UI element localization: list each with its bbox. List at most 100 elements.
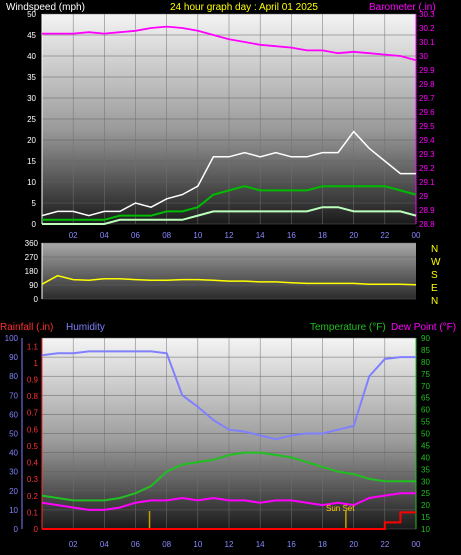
barometer-tick-label: 29.1 bbox=[419, 178, 435, 187]
temperature-panel-marks bbox=[41, 350, 416, 530]
rainfall-tick-label: 0.2 bbox=[27, 492, 39, 501]
wind-x-tick-label: 12 bbox=[225, 231, 234, 240]
barometer-tick-label: 29.9 bbox=[419, 66, 435, 75]
barometer-tick-label: 29 bbox=[419, 192, 428, 201]
humidity-axis-label: Humidity bbox=[66, 322, 105, 333]
rainfall-tick-label: 1 bbox=[34, 359, 39, 368]
barometer-axis-label: Barometer (.in) bbox=[369, 2, 436, 13]
wind-tick-label: 20 bbox=[27, 136, 36, 145]
humidity-tick-label: 50 bbox=[9, 430, 18, 439]
direction-tick-label: 270 bbox=[25, 253, 39, 262]
barometer-tick-label: 29.2 bbox=[419, 164, 435, 173]
axis-ticks: 0510152025303540455028.828.92929.129.229… bbox=[5, 10, 441, 549]
humidity-series bbox=[41, 350, 416, 441]
wind-tick-label: 10 bbox=[27, 178, 36, 187]
wind-tick-label: 5 bbox=[32, 199, 37, 208]
temperature-x-tick-label: 06 bbox=[131, 540, 140, 549]
compass-label: S bbox=[431, 270, 438, 281]
wind-tick-label: 40 bbox=[27, 52, 36, 61]
temperature-x-tick-label: 04 bbox=[100, 540, 109, 549]
barometer-tick-label: 29.3 bbox=[419, 150, 435, 159]
barometer-tick-label: 30.2 bbox=[419, 24, 435, 33]
temperature-tick-label: 15 bbox=[421, 513, 430, 522]
wind-x-tick-label: 14 bbox=[256, 231, 265, 240]
temperature-x-tick-label: 10 bbox=[193, 540, 202, 549]
humidity-tick-label: 10 bbox=[9, 506, 18, 515]
direction-tick-label: 0 bbox=[34, 295, 39, 304]
barometer-tick-label: 30.3 bbox=[419, 10, 435, 19]
wind-x-tick-label: 16 bbox=[287, 231, 296, 240]
wind-direction-series bbox=[41, 274, 417, 286]
wind-x-tick-label: 18 bbox=[318, 231, 327, 240]
rainfall-tick-label: 0.5 bbox=[27, 442, 39, 451]
barometer-series bbox=[42, 25, 417, 62]
humidity-tick-label: 0 bbox=[14, 525, 19, 534]
chart-title: 24 hour graph day : April 01 2025 bbox=[170, 2, 318, 13]
wind-panel-marks bbox=[41, 25, 417, 225]
wind-tick-label: 15 bbox=[27, 157, 36, 166]
wind-low-series bbox=[42, 206, 417, 225]
barometer-tick-label: 29.8 bbox=[419, 80, 435, 89]
temperature-tick-label: 50 bbox=[421, 430, 430, 439]
rainfall-tick-label: 0 bbox=[34, 525, 39, 534]
compass-label: E bbox=[431, 283, 438, 294]
wind-panel-grid bbox=[41, 13, 417, 225]
temperature-tick-label: 65 bbox=[421, 394, 430, 403]
wind-x-tick-label: 08 bbox=[162, 231, 171, 240]
direction-tick-label: 90 bbox=[29, 281, 38, 290]
temperature-x-tick-label: 14 bbox=[256, 540, 265, 549]
wind-x-tick-label: 06 bbox=[131, 231, 140, 240]
wind-x-tick-label: 20 bbox=[349, 231, 358, 240]
temperature-tick-label: 40 bbox=[421, 453, 430, 462]
humidity-tick-label: 100 bbox=[5, 334, 19, 343]
dewpoint-axis-label: Dew Point (°F) bbox=[391, 322, 456, 333]
temperature-x-tick-label: 12 bbox=[225, 540, 234, 549]
rainfall-tick-label: 0.1 bbox=[27, 508, 39, 517]
direction-tick-label: 180 bbox=[25, 267, 39, 276]
wind-x-tick-label: 04 bbox=[100, 231, 109, 240]
direction-tick-label: 360 bbox=[25, 239, 39, 248]
wind-tick-label: 25 bbox=[27, 115, 36, 124]
wind-x-tick-label: 00 bbox=[412, 231, 421, 240]
temperature-x-tick-label: 18 bbox=[318, 540, 327, 549]
wind-tick-label: 50 bbox=[27, 10, 36, 19]
humidity-tick-label: 80 bbox=[9, 372, 18, 381]
rainfall-tick-label: 0.9 bbox=[27, 376, 39, 385]
temperature-tick-label: 80 bbox=[421, 358, 430, 367]
temperature-x-tick-label: 16 bbox=[287, 540, 296, 549]
humidity-tick-label: 70 bbox=[9, 391, 18, 400]
temperature-tick-label: 75 bbox=[421, 370, 430, 379]
temperature-tick-label: 70 bbox=[421, 382, 430, 391]
humidity-tick-label: 90 bbox=[9, 353, 18, 362]
direction-panel-marks bbox=[41, 274, 417, 286]
rainfall-tick-label: 0.3 bbox=[27, 475, 39, 484]
barometer-tick-label: 29.5 bbox=[419, 122, 435, 131]
temperature-x-tick-label: 02 bbox=[69, 540, 78, 549]
wind-x-tick-label: 02 bbox=[69, 231, 78, 240]
wind-average-series bbox=[42, 185, 417, 221]
humidity-tick-label: 20 bbox=[9, 487, 18, 496]
rainfall-axis-label: Rainfall (.in) bbox=[0, 322, 53, 333]
temperature-x-tick-label: 20 bbox=[349, 540, 358, 549]
rainfall-tick-label: 0.6 bbox=[27, 425, 39, 434]
temperature-tick-label: 85 bbox=[421, 346, 430, 355]
temperature-axis-label: Temperature (°F) bbox=[310, 322, 386, 333]
temperature-x-tick-label: 08 bbox=[162, 540, 171, 549]
compass-label: N bbox=[431, 296, 438, 307]
wind-tick-label: 30 bbox=[27, 94, 36, 103]
temperature-tick-label: 90 bbox=[421, 334, 430, 343]
humidity-tick-label: 60 bbox=[9, 410, 18, 419]
temperature-x-tick-label: 22 bbox=[380, 540, 389, 549]
wind-tick-label: 45 bbox=[27, 31, 36, 40]
barometer-tick-label: 29.6 bbox=[419, 108, 435, 117]
wind-x-tick-label: 22 bbox=[380, 231, 389, 240]
barometer-tick-label: 30.1 bbox=[419, 38, 435, 47]
rainfall-tick-label: 0.8 bbox=[27, 392, 39, 401]
wind-tick-label: 0 bbox=[32, 220, 37, 229]
temperature-tick-label: 20 bbox=[421, 501, 430, 510]
direction-panel-grid bbox=[41, 242, 416, 300]
wind-x-tick-label: 10 bbox=[193, 231, 202, 240]
sunset-annotation: Sun Set bbox=[326, 504, 355, 513]
compass-label: N bbox=[431, 244, 438, 255]
